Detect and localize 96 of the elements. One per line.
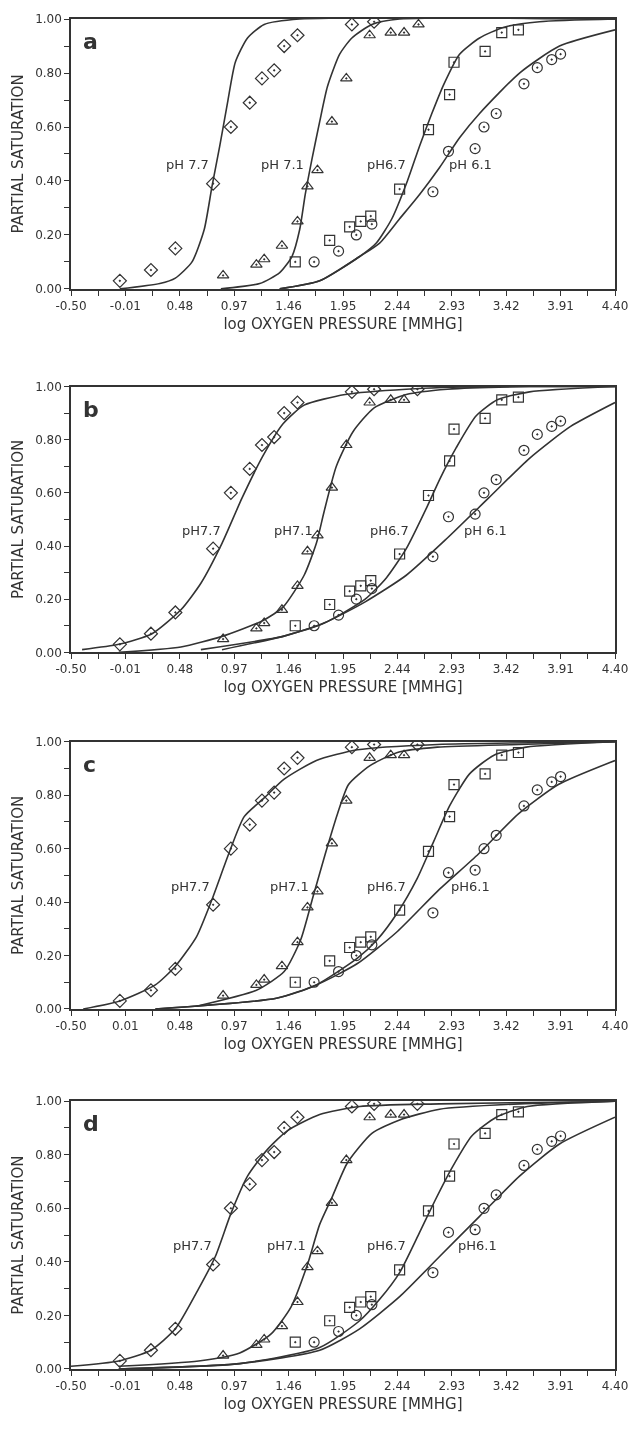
y-tick-label: 0.60 [35,1201,62,1216]
x-tick-label: 3.91 [547,299,574,314]
y-tick-label: 0.60 [35,486,62,501]
y-tick-label: 0.80 [35,432,62,447]
y-tick-label: 0.00 [35,282,62,297]
y-tick-label: 1.00 [35,735,62,750]
x-tick-label: -0.50 [55,1019,87,1034]
series-label: pH 7.7 [166,157,209,172]
series-label: pH 6.1 [464,523,507,538]
y-tick-label: 1.00 [35,1094,62,1109]
y-tick-label: 0.40 [35,539,62,554]
x-tick-label: -0.01 [109,662,141,677]
x-tick-label: -0.50 [55,299,87,314]
x-tick-label: 0.48 [166,662,194,677]
y-tick-label: 0.40 [35,174,62,189]
series-label: pH 7.1 [261,157,304,172]
x-tick-label: 2.44 [384,1019,411,1034]
x-tick-label: 4.40 [601,299,629,314]
series-label: pH 6.1 [449,157,492,172]
x-tick-label: 1.46 [275,1379,302,1394]
x-tick-label: 3.42 [492,299,520,314]
y-axis-title: PARTIAL SATURATION [8,439,27,600]
series-label: pH6.1 [458,1238,497,1253]
x-tick-label: 1.95 [329,1019,357,1034]
y-tick-label: 1.00 [35,379,62,394]
x-tick-label: 0.97 [220,662,248,677]
y-tick-label: 0.60 [35,841,62,856]
series-label: pH7.7 [173,1238,212,1253]
x-tick-label: 3.42 [492,662,520,677]
x-tick-label: 1.95 [329,1379,357,1394]
x-tick-label: 2.93 [438,299,466,314]
y-tick-label: 0.00 [35,645,62,660]
x-tick-label: 2.93 [438,1019,466,1034]
y-tick-label: 0.40 [35,1255,62,1270]
x-axis-title: log OXYGEN PRESSURE [MMHG] [223,1034,463,1053]
y-tick-label: 0.80 [35,1147,62,1162]
x-tick-label: 1.95 [329,662,357,677]
x-tick-label: 1.46 [275,1019,302,1034]
x-tick-label: 1.95 [329,299,357,314]
series-label: pH6.7 [370,523,409,538]
series-label: pH7.7 [182,523,221,538]
series-label: pH6.7 [367,879,406,894]
y-tick-label: 0.40 [35,895,62,910]
x-tick-label: 3.42 [492,1379,520,1394]
series-label: pH6.7 [367,1238,406,1253]
x-tick-label: 1.46 [275,299,302,314]
y-tick-label: 0.80 [35,788,62,803]
x-axis-title: log OXYGEN PRESSURE [MMHG] [223,1394,463,1413]
y-axis-title: PARTIAL SATURATION [8,1155,27,1315]
x-tick-label: 0.97 [220,1379,248,1394]
annotation: c [83,752,97,777]
x-tick-label: 4.40 [601,1019,629,1034]
x-tick-label: 3.91 [547,1379,574,1394]
x-tick-label: -0.50 [55,662,87,677]
series-label: pH7.1 [270,879,309,894]
y-tick-label: 0.20 [35,1308,62,1323]
x-tick-label: 2.44 [384,1379,411,1394]
x-tick-label: 2.44 [384,299,411,314]
x-tick-label: 0.97 [220,299,248,314]
y-axis-title: PARTIAL SATURATION [8,795,27,955]
x-tick-label: 4.40 [601,1379,629,1394]
x-tick-label: -0.01 [109,1379,141,1394]
y-tick-label: 0.00 [35,1362,62,1377]
y-tick-label: 0.20 [35,948,62,963]
y-axis-title: PARTIAL SATURATION [8,74,27,234]
annotation: d [83,1111,99,1136]
x-tick-label: 3.91 [547,662,574,677]
series-label: pH6.7 [367,157,406,172]
x-tick-label: 1.46 [275,662,302,677]
x-tick-label: 0.48 [166,1019,194,1034]
x-axis-title: log OXYGEN PRESSURE [MMHG] [223,314,463,333]
x-tick-label: -0.50 [55,1379,87,1394]
x-tick-label: 2.93 [438,662,466,677]
x-tick-label: 0.97 [220,1019,248,1034]
x-axis-title: log OXYGEN PRESSURE [MMHG] [223,677,463,696]
x-tick-label: 0.48 [166,299,194,314]
y-tick-label: 0.00 [35,1002,62,1017]
x-tick-label: 2.44 [384,662,411,677]
series-label: pH7.7 [171,879,210,894]
x-tick-label: -0.01 [109,299,141,314]
annotation: b [83,397,99,422]
annotation: a [83,29,98,54]
series-label: pH7.1 [267,1238,306,1253]
x-tick-label: 0.01 [112,1019,139,1034]
y-tick-label: 0.20 [35,592,62,607]
x-tick-label: 3.42 [492,1019,520,1034]
y-tick-label: 0.60 [35,120,62,135]
series-label: pH7.1 [274,523,313,538]
x-tick-label: 2.93 [438,1379,466,1394]
x-tick-label: 0.48 [166,1379,194,1394]
y-tick-label: 1.00 [35,12,62,27]
y-tick-label: 0.20 [35,228,62,243]
series-label: pH6.1 [451,879,490,894]
x-tick-label: 4.40 [601,662,629,677]
y-tick-label: 0.80 [35,66,62,81]
x-tick-label: 3.91 [547,1019,574,1034]
